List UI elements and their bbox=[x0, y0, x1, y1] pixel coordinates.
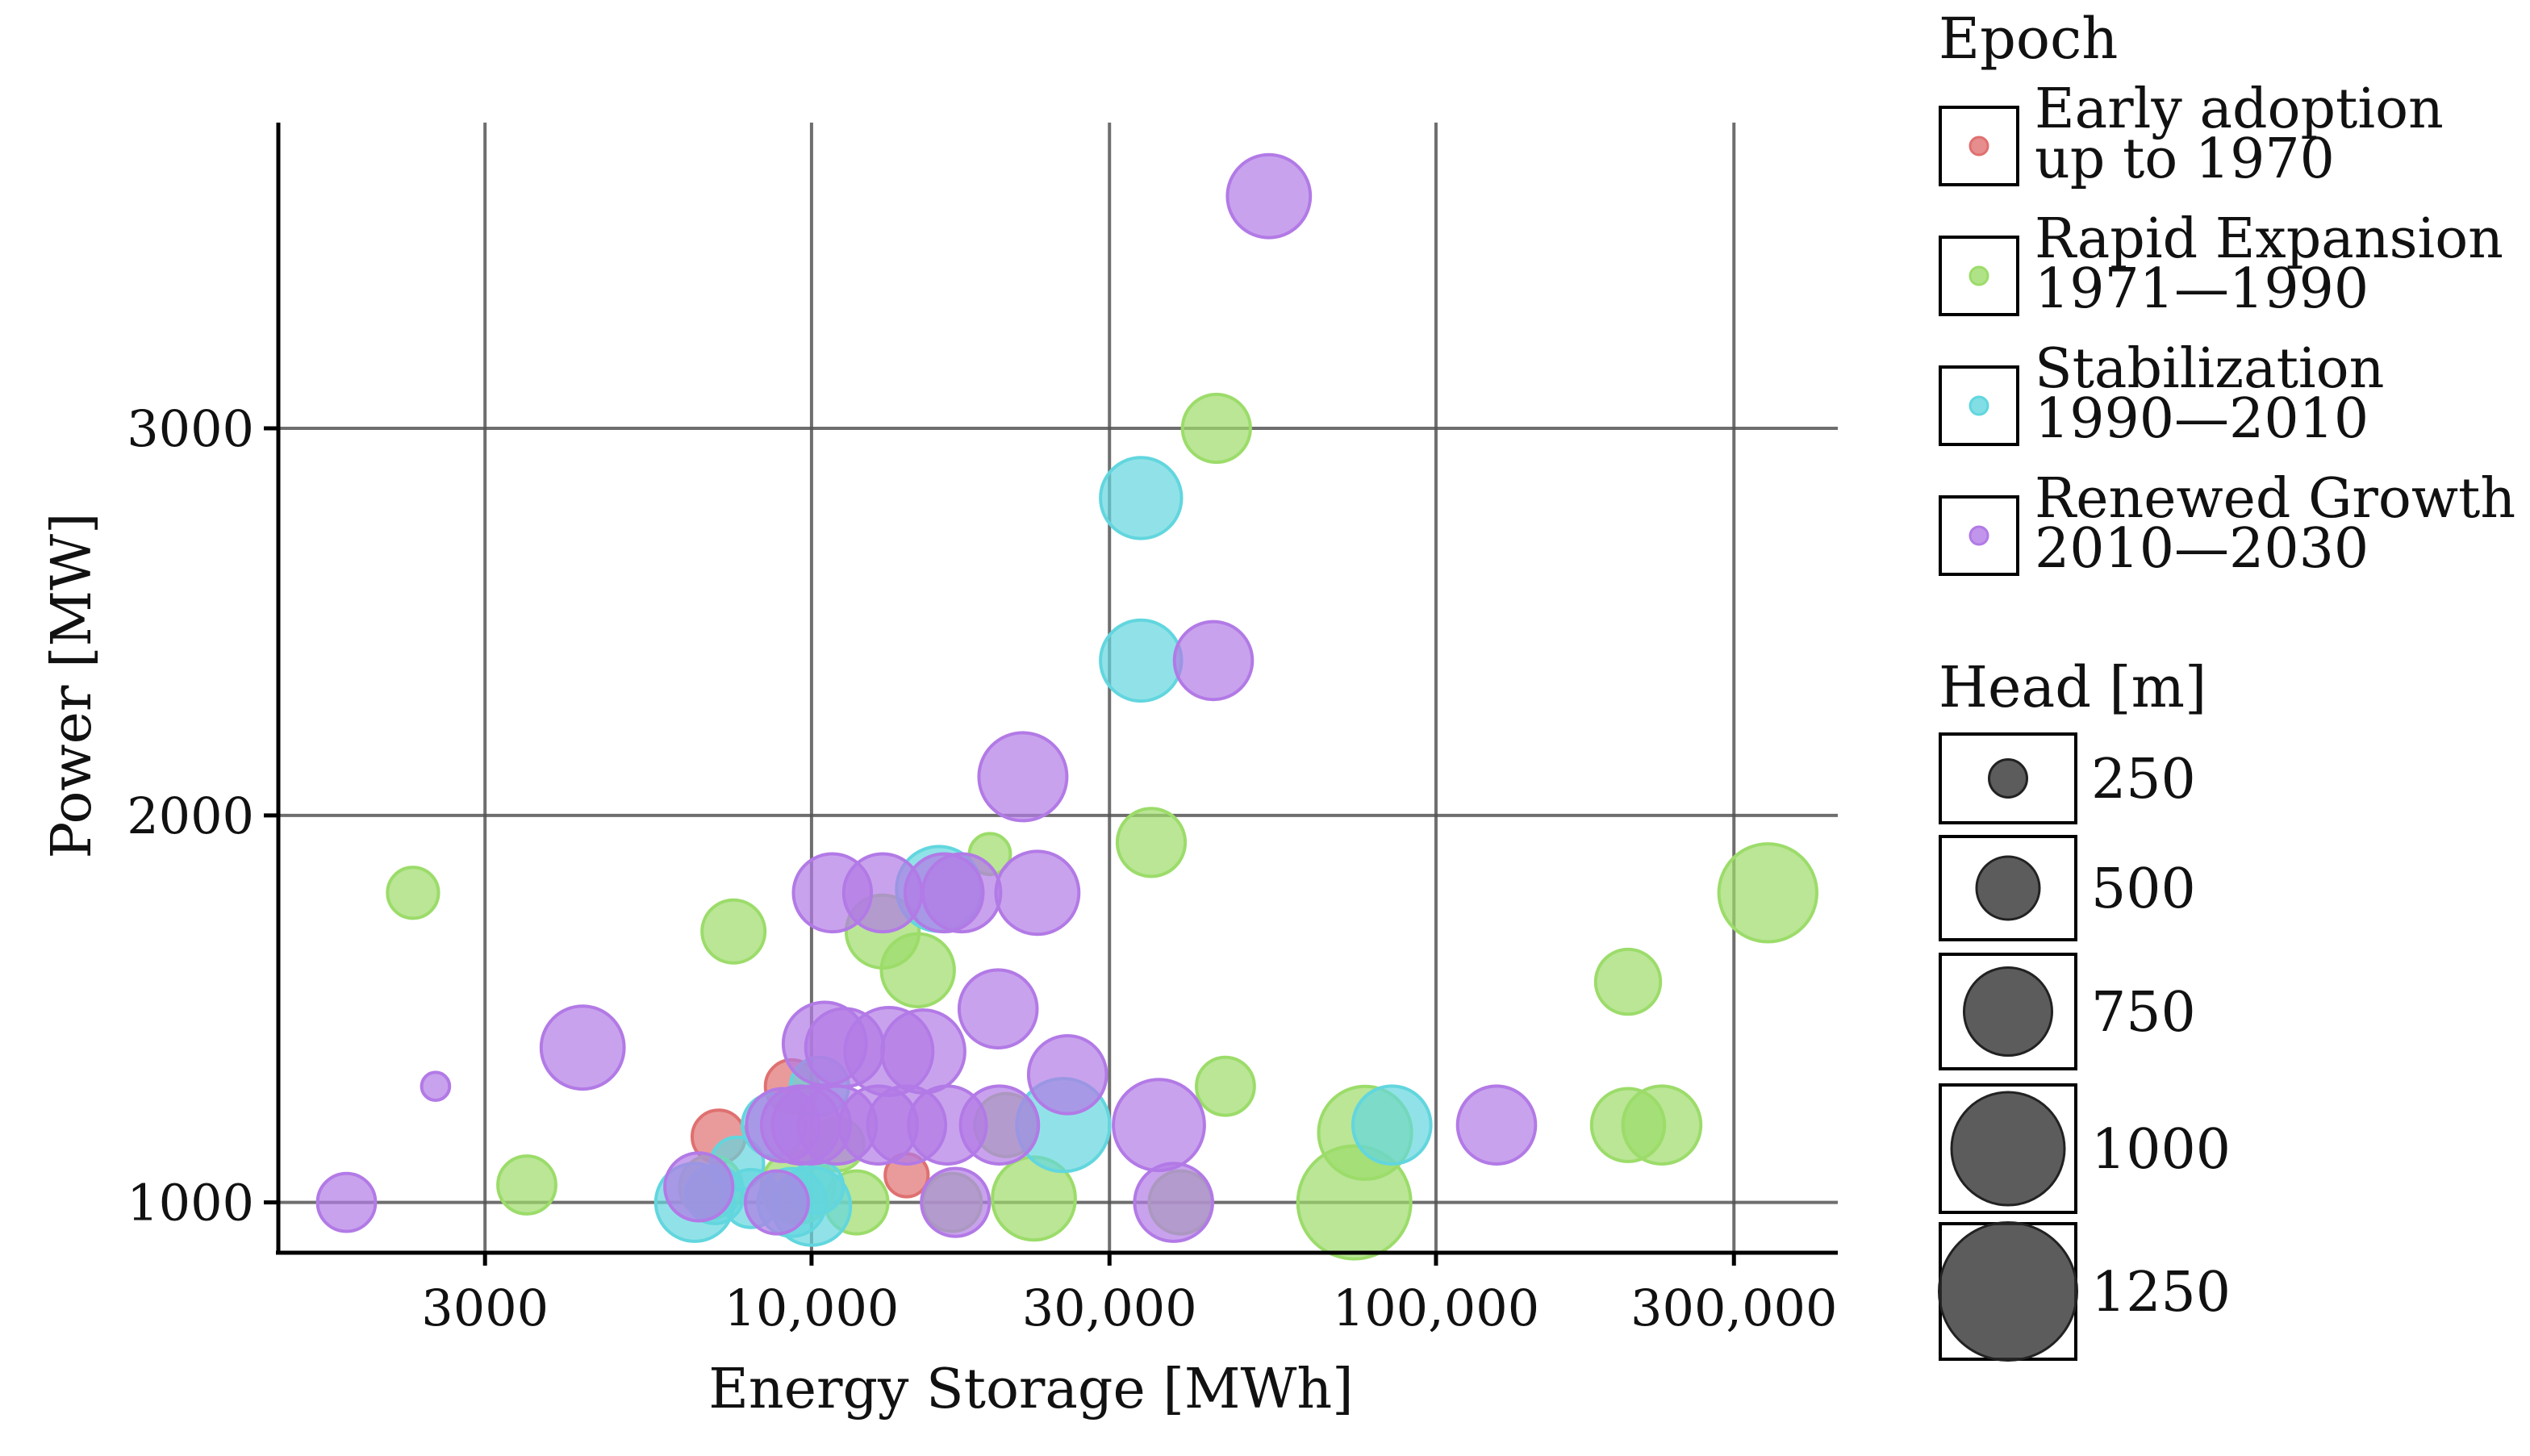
y-tick-label: 1000 bbox=[127, 1174, 254, 1233]
bubble-rapid bbox=[1621, 1084, 1703, 1166]
bubble-renew bbox=[1172, 620, 1255, 702]
size-key-label: 750 bbox=[2091, 981, 2196, 1045]
bubble-renew bbox=[1455, 1084, 1538, 1166]
bubble-rapid bbox=[1115, 807, 1188, 878]
legend-swatch-renew bbox=[1968, 525, 1989, 546]
size-key-label: 1250 bbox=[2091, 1261, 2231, 1325]
size-key-label: 250 bbox=[2091, 748, 2196, 811]
bubble-renew bbox=[539, 1004, 626, 1091]
bubble-rapid bbox=[386, 866, 440, 920]
legend-label-renew: Renewed Growth bbox=[2035, 467, 2515, 531]
bubble-rapid bbox=[1195, 1055, 1256, 1117]
legend-label-rapid: Rapid Expansion bbox=[2035, 207, 2503, 271]
bubble-renew bbox=[663, 1151, 735, 1223]
size-legend: Head [m] 250 500 750 1000 1250 bbox=[1938, 654, 2231, 1362]
size-key-bubble bbox=[1938, 1221, 2078, 1362]
size-key-label: 500 bbox=[2091, 857, 2196, 921]
tick-labels: 3000 10,000 30,000 100,000 300,000 1000 2000 30… bbox=[127, 399, 1837, 1337]
bubble-renew bbox=[958, 1084, 1041, 1166]
x-tick-label: 30,000 bbox=[1022, 1279, 1197, 1337]
bubble-renew bbox=[921, 852, 1003, 934]
bubble-rapid bbox=[1717, 842, 1819, 944]
bubble-rapid bbox=[1180, 392, 1252, 465]
size-key-bubble bbox=[1988, 758, 2028, 799]
bubble-renew bbox=[1026, 1034, 1108, 1116]
y-tick-label: 3000 bbox=[127, 399, 254, 458]
x-tick-label: 3000 bbox=[421, 1279, 549, 1337]
size-key-label: 1000 bbox=[2091, 1118, 2231, 1182]
axes bbox=[276, 123, 1838, 1255]
legend-swatch-early bbox=[1968, 136, 1989, 156]
legend-key-stab bbox=[1939, 365, 2019, 446]
bubble-renew bbox=[977, 731, 1069, 823]
bubble-renew bbox=[743, 1169, 810, 1236]
bubble-rapid bbox=[1593, 947, 1663, 1016]
y-tick-label: 2000 bbox=[127, 786, 254, 845]
bubble-renew bbox=[1112, 1078, 1206, 1173]
legend-label-stab: Stabilization bbox=[2035, 337, 2384, 401]
bubble-renew bbox=[1225, 152, 1313, 240]
bubble-rapid bbox=[700, 898, 767, 965]
bubble-renew bbox=[315, 1171, 378, 1233]
bubble-rapid bbox=[879, 932, 956, 1009]
legend-sublabel-renew: 2010—2030 bbox=[2035, 517, 2369, 581]
legend-sublabel-stab: 1990—2010 bbox=[2035, 387, 2369, 451]
color-legend: Epoch Early adoption up to 1970 Rapid Exp… bbox=[1939, 6, 2515, 581]
bubble-renew bbox=[420, 1070, 452, 1102]
bubble-renew bbox=[957, 968, 1039, 1049]
x-tick-label: 10,000 bbox=[724, 1279, 899, 1337]
data-points bbox=[315, 152, 1819, 1261]
bubble-renew bbox=[994, 849, 1081, 937]
size-legend-title: Head [m] bbox=[1939, 654, 2206, 720]
bubble-stab bbox=[1099, 456, 1184, 540]
bubble-renew bbox=[920, 1166, 992, 1238]
x-tick-label: 100,000 bbox=[1333, 1279, 1539, 1337]
color-legend-title: Epoch bbox=[1939, 6, 2118, 72]
legend-label-early: Early adoption bbox=[2035, 77, 2444, 141]
y-axis-title: Power [MW] bbox=[40, 512, 104, 858]
legend-sublabel-rapid: 1971—1990 bbox=[2035, 257, 2369, 321]
bubble-stab bbox=[1099, 618, 1184, 703]
bubble-renew bbox=[880, 1008, 966, 1095]
x-tick-label: 300,000 bbox=[1630, 1279, 1837, 1337]
size-key-bubble bbox=[1975, 855, 2041, 921]
legend-swatch-rapid bbox=[1968, 265, 1989, 286]
size-key-bubble bbox=[1963, 966, 2053, 1057]
legend-swatch-stab bbox=[1968, 395, 1989, 416]
legend-sublabel-early: up to 1970 bbox=[2035, 127, 2335, 191]
bubble-renew bbox=[1133, 1162, 1214, 1243]
x-axis-title: Energy Storage [MWh] bbox=[708, 1358, 1353, 1421]
bubble-rapid bbox=[496, 1154, 557, 1216]
size-key-bubble bbox=[1950, 1091, 2066, 1207]
bubble-stab bbox=[1351, 1084, 1433, 1166]
